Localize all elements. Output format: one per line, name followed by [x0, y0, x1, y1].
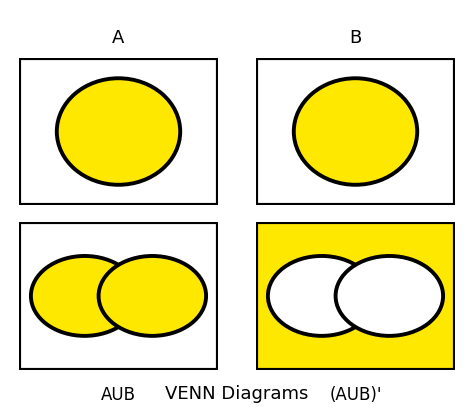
Circle shape: [336, 256, 443, 336]
Ellipse shape: [57, 78, 180, 185]
Ellipse shape: [294, 78, 417, 185]
Text: B: B: [349, 29, 362, 47]
Text: (AUB)': (AUB)': [329, 386, 382, 404]
Circle shape: [31, 256, 138, 336]
Circle shape: [268, 256, 375, 336]
Text: AUB: AUB: [101, 386, 136, 404]
Circle shape: [99, 256, 206, 336]
Text: VENN Diagrams: VENN Diagrams: [165, 385, 309, 403]
Text: A: A: [112, 29, 125, 47]
